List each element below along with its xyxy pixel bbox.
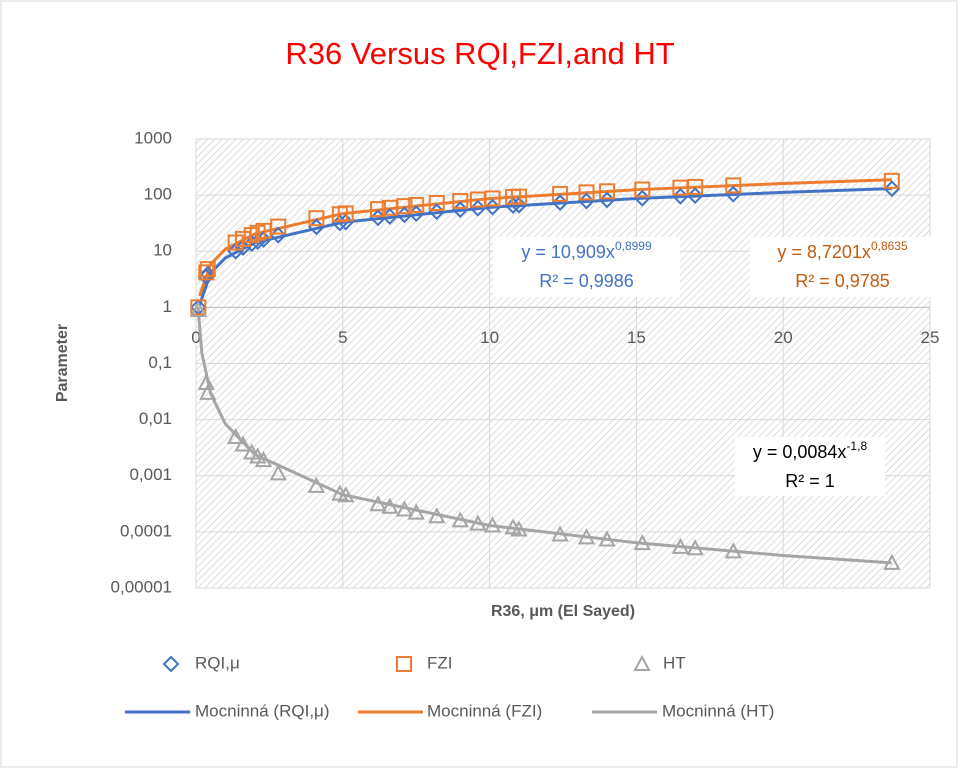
x-tick-label: 0 xyxy=(191,328,200,347)
marker xyxy=(307,476,326,493)
marker xyxy=(452,192,469,209)
equation-text: y = 10,909x xyxy=(521,242,615,262)
equation-exponent: -1,8 xyxy=(846,439,867,453)
equation-exponent: 0,8635 xyxy=(871,239,908,253)
marker xyxy=(552,185,569,202)
marker xyxy=(883,172,900,189)
marker xyxy=(510,188,527,205)
annotation-box xyxy=(735,437,885,496)
marker xyxy=(598,530,616,547)
equation-text: y = 8,7201x xyxy=(777,242,871,262)
marker xyxy=(451,511,469,528)
trendline xyxy=(196,307,892,565)
marker xyxy=(671,537,690,554)
annotation-box xyxy=(493,237,680,297)
x-tick-label: 15 xyxy=(627,328,646,347)
marker xyxy=(243,227,260,244)
equation-text: y = 0,0084x xyxy=(753,442,847,462)
x-axis-label: R36, μm (El Sayed) xyxy=(491,603,635,620)
y-tick-label: 0,00001 xyxy=(111,577,172,596)
marker xyxy=(883,553,901,570)
y-tick-label: 0,0001 xyxy=(120,521,172,540)
legend-marker xyxy=(162,655,180,673)
marker xyxy=(337,205,354,222)
marker xyxy=(469,514,487,531)
marker xyxy=(226,427,245,445)
trendline xyxy=(198,178,892,297)
marker xyxy=(724,542,742,559)
y-tick-label: 0,1 xyxy=(148,353,172,372)
annotation-equation: y = 0,0084x-1,8 xyxy=(753,439,868,462)
marker xyxy=(199,383,217,400)
x-tick-label: 25 xyxy=(921,328,940,347)
y-tick-label: 0,01 xyxy=(139,409,172,428)
marker xyxy=(395,500,414,517)
marker xyxy=(369,495,387,512)
y-tick-label: 1 xyxy=(163,297,172,316)
legend-label: FZI xyxy=(427,653,453,672)
x-tick-label: 20 xyxy=(774,328,793,347)
marker xyxy=(249,224,266,241)
legend-label: Mocninná (RQI,μ) xyxy=(195,701,330,720)
marker xyxy=(190,299,207,316)
marker xyxy=(189,300,208,317)
equation-exponent: 0,8999 xyxy=(615,239,652,253)
marker xyxy=(198,264,215,281)
marker xyxy=(510,520,528,537)
annotation-equation: y = 10,909x0,8999 xyxy=(521,239,652,262)
marker xyxy=(396,198,413,215)
y-tick-label: 100 xyxy=(144,185,172,204)
marker xyxy=(577,528,596,545)
legend-label: HT xyxy=(663,653,686,672)
annotation-r2: R² = 1 xyxy=(785,471,835,491)
legend-marker xyxy=(396,656,412,672)
x-tick-label: 10 xyxy=(480,328,499,347)
marker xyxy=(633,534,651,551)
legend-label: RQI,μ xyxy=(195,653,240,672)
annotation-r2: R² = 0,9986 xyxy=(539,271,634,291)
marker xyxy=(599,183,616,200)
marker xyxy=(308,210,325,227)
marker xyxy=(687,178,704,195)
marker xyxy=(686,539,704,556)
legend-label: Mocninná (HT) xyxy=(662,701,774,720)
marker xyxy=(483,516,502,533)
marker xyxy=(428,507,446,524)
marker xyxy=(725,177,742,194)
chart-title: R36 Versus RQI,FZI,and HT xyxy=(285,36,674,71)
x-tick-label: 5 xyxy=(338,328,347,347)
marker xyxy=(407,503,425,520)
marker xyxy=(254,450,273,468)
marker xyxy=(381,497,399,514)
marker xyxy=(408,196,425,213)
legend-marker xyxy=(633,654,651,671)
marker xyxy=(234,435,252,452)
marker xyxy=(551,525,569,542)
y-tick-label: 10 xyxy=(153,241,172,260)
marker xyxy=(578,184,595,201)
marker xyxy=(269,464,287,481)
marker xyxy=(883,180,901,198)
marker xyxy=(370,201,387,218)
marker xyxy=(199,261,216,278)
legend-label: Mocninná (FZI) xyxy=(427,701,542,720)
annotation-r2: R² = 0,9785 xyxy=(795,271,890,291)
marker xyxy=(270,218,287,235)
annotation-box xyxy=(750,237,935,297)
annotation-equation: y = 8,7201x0,8635 xyxy=(777,239,908,262)
y-tick-label: 0,001 xyxy=(129,465,172,484)
y-axis-label: Parameter xyxy=(54,324,71,402)
marker xyxy=(634,181,651,198)
y-tick-label: 1000 xyxy=(134,128,172,147)
marker xyxy=(337,486,355,503)
marker xyxy=(428,194,445,211)
marker xyxy=(484,190,501,207)
